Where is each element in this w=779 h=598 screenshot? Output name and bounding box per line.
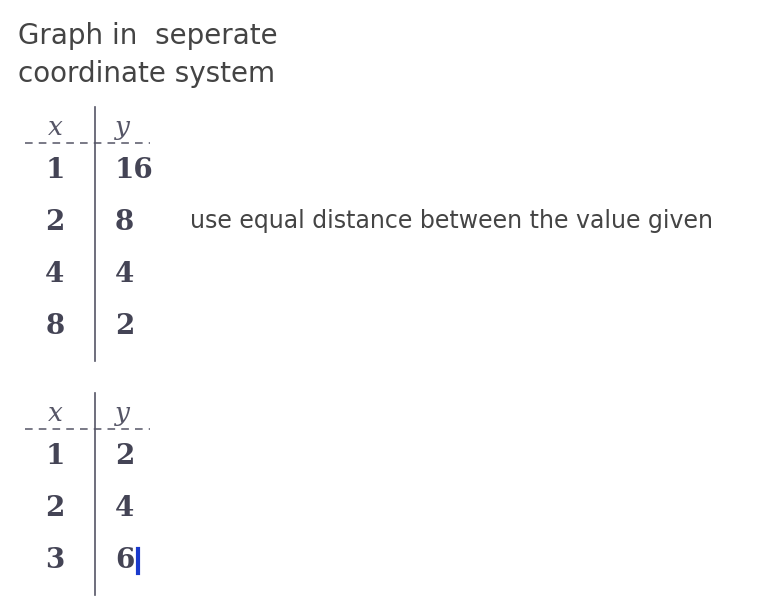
Text: y: y bbox=[115, 115, 130, 140]
Text: 2: 2 bbox=[115, 313, 134, 340]
Text: x: x bbox=[48, 401, 62, 426]
Text: Graph in  seperate: Graph in seperate bbox=[18, 22, 277, 50]
Text: 2: 2 bbox=[45, 495, 65, 522]
Text: 4: 4 bbox=[115, 261, 134, 288]
Text: 1: 1 bbox=[45, 157, 65, 184]
Text: 2: 2 bbox=[45, 209, 65, 236]
Text: use equal distance between the value given: use equal distance between the value giv… bbox=[190, 209, 713, 233]
Text: 8: 8 bbox=[115, 209, 134, 236]
Text: 1: 1 bbox=[45, 443, 65, 470]
Text: 4: 4 bbox=[115, 495, 134, 522]
Text: 8: 8 bbox=[45, 313, 65, 340]
Text: 3: 3 bbox=[45, 547, 65, 574]
Text: 2: 2 bbox=[115, 443, 134, 470]
Text: 16: 16 bbox=[115, 157, 153, 184]
Text: x: x bbox=[48, 115, 62, 140]
Text: coordinate system: coordinate system bbox=[18, 60, 275, 88]
Text: 4: 4 bbox=[45, 261, 65, 288]
Text: 6: 6 bbox=[115, 547, 134, 574]
Text: y: y bbox=[115, 401, 130, 426]
